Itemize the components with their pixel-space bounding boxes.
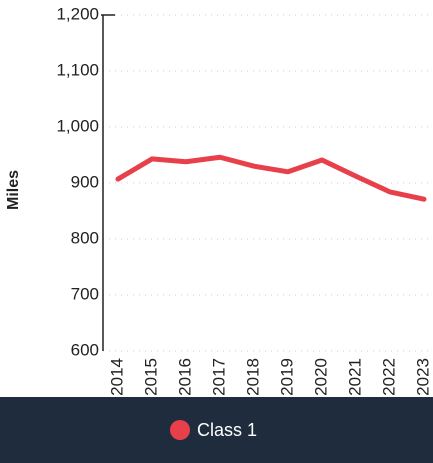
y-tick-label: 1,100 <box>56 60 99 79</box>
x-tick-label: 2018 <box>243 358 262 396</box>
y-tick-label: 1,000 <box>56 116 99 135</box>
x-tick-label: 2014 <box>107 358 126 396</box>
x-tick-label: 2016 <box>175 358 194 396</box>
x-tick-label: 2015 <box>141 358 160 396</box>
x-tick-label: 2021 <box>345 358 364 396</box>
legend-marker <box>170 420 190 440</box>
y-tick-label: 600 <box>71 340 99 359</box>
x-tick-label: 2017 <box>209 358 228 396</box>
x-tick-label: 2022 <box>379 358 398 396</box>
legend-band <box>0 397 433 463</box>
y-tick-label: 900 <box>71 172 99 191</box>
y-tick-label: 700 <box>71 284 99 303</box>
y-tick-label: 800 <box>71 228 99 247</box>
x-tick-label: 2020 <box>311 358 330 396</box>
x-tick-label: 2019 <box>277 358 296 396</box>
line-series <box>115 154 427 202</box>
y-tick-label: 1,200 <box>56 4 99 23</box>
x-tick-label: 2023 <box>413 358 432 396</box>
y-axis-label: Miles <box>5 170 22 210</box>
legend-label: Class 1 <box>197 420 257 440</box>
